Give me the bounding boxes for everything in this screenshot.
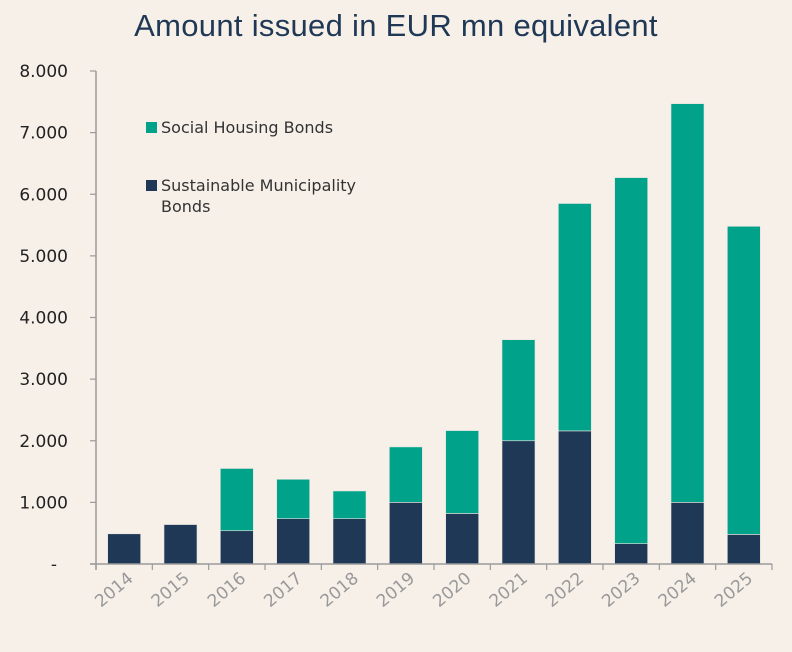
legend-item-sustainable-municipality: Sustainable Municipality Bonds <box>146 175 391 217</box>
x-tick-label: 2019 <box>373 569 419 612</box>
x-tick-label: 2025 <box>711 569 757 612</box>
legend-label: Social Housing Bonds <box>161 118 334 137</box>
y-tick-label: 8.000 <box>19 62 68 82</box>
bar-2019-sustainable-municipality-bonds <box>389 502 423 565</box>
bar-2016-social-housing-bonds <box>220 468 254 532</box>
x-tick-label: 2023 <box>598 569 644 612</box>
y-tick-label: 2.000 <box>19 432 68 452</box>
bar-2025-sustainable-municipality-bonds <box>727 534 761 565</box>
x-tick-label: 2018 <box>317 569 363 612</box>
bar-2022-social-housing-bonds <box>558 203 592 432</box>
y-tick-label: 5.000 <box>19 247 68 267</box>
legend-label: Sustainable Municipality Bonds <box>161 176 356 216</box>
bar-2025-social-housing-bonds <box>727 225 761 535</box>
bar-2019-social-housing-bonds <box>389 446 423 503</box>
bar-2020-social-housing-bonds <box>445 430 479 514</box>
x-tick-label: 2024 <box>655 569 701 612</box>
bar-2022-sustainable-municipality-bonds <box>558 430 592 565</box>
bar-2024-social-housing-bonds <box>670 103 705 503</box>
y-tick-label: 4.000 <box>19 309 68 329</box>
y-tick-label: - <box>51 555 57 575</box>
x-tick-label: 2017 <box>260 569 306 612</box>
bar-2015-sustainable-municipality-bonds <box>163 524 198 565</box>
y-tick-label: 7.000 <box>19 124 68 144</box>
x-tick-label: 2020 <box>429 569 475 612</box>
bar-2018-sustainable-municipality-bonds <box>332 518 367 565</box>
x-tick-label: 2021 <box>486 569 532 612</box>
y-tick-label: 1.000 <box>19 493 68 513</box>
legend-item-social-housing: Social Housing Bonds <box>146 117 401 138</box>
bar-2023-social-housing-bonds <box>614 177 648 544</box>
bar-2014-sustainable-municipality-bonds <box>107 533 141 565</box>
y-tick-label: 3.000 <box>19 370 68 390</box>
bar-2021-sustainable-municipality-bonds <box>501 440 536 565</box>
bar-2017-social-housing-bonds <box>276 478 310 520</box>
x-tick-label: 2022 <box>542 569 588 612</box>
bar-2023-sustainable-municipality-bonds <box>614 543 648 565</box>
x-tick-label: 2016 <box>204 569 250 612</box>
bar-2017-sustainable-municipality-bonds <box>276 518 310 565</box>
legend-swatch-sustainable-municipality <box>146 180 157 191</box>
bar-2020-sustainable-municipality-bonds <box>445 513 479 565</box>
x-tick-label: 2015 <box>148 569 194 612</box>
x-tick-label: 2014 <box>91 569 137 612</box>
chart-title: Amount issued in EUR mn equivalent <box>134 8 658 43</box>
bar-2016-sustainable-municipality-bonds <box>220 530 254 565</box>
legend-swatch-social-housing <box>146 122 157 133</box>
bar-2024-sustainable-municipality-bonds <box>670 502 705 565</box>
bar-2021-social-housing-bonds <box>501 339 536 442</box>
y-tick-label: 6.000 <box>19 185 68 205</box>
bar-2018-social-housing-bonds <box>332 490 367 520</box>
